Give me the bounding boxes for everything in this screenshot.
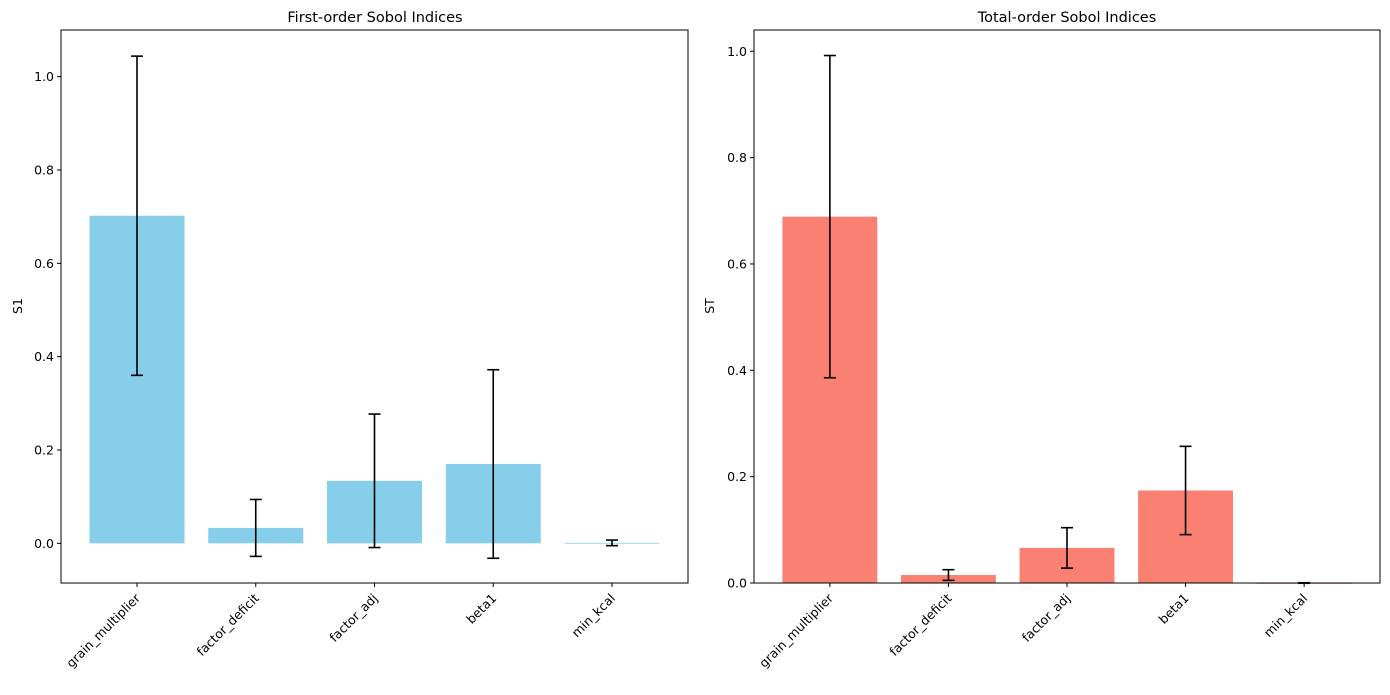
chart-title: First-order Sobol Indices	[287, 10, 462, 26]
y-tick-label: 0.8	[727, 150, 747, 165]
y-tick-label: 0.0	[727, 576, 747, 591]
x-tick-label: grain_multiplier	[63, 590, 144, 671]
x-tick-label: beta1	[1156, 591, 1192, 627]
y-axis-label: ST	[702, 298, 717, 314]
y-tick-label: 0.4	[34, 349, 54, 364]
first-order-chart: First-order Sobol Indices S1 0.00.20.40.…	[10, 10, 689, 671]
y-tick-label: 0.8	[34, 163, 54, 178]
y-tick-label: 0.2	[727, 469, 747, 484]
total-order-chart: Total-order Sobol Indices ST 0.00.20.40.…	[702, 10, 1381, 671]
plot-area: 0.0 0.2 0.4 0.6 0.8 1.0 grain_multiplier factor…	[34, 29, 689, 671]
x-tick-label: beta1	[463, 591, 499, 627]
y-tick-label: 0.2	[34, 443, 54, 458]
x-tick-label: factor_deficit	[886, 590, 954, 658]
y-tick-label: 1.0	[727, 44, 747, 59]
x-tick-label: factor_adj	[1019, 591, 1073, 645]
x-tick-label: grain_multiplier	[756, 590, 837, 671]
chart-title: Total-order Sobol Indices	[977, 10, 1157, 26]
x-tick-label: min_kcal	[1261, 591, 1311, 641]
y-tick-label: 0.6	[727, 256, 747, 271]
x-tick-label: factor_adj	[326, 591, 380, 645]
plot-area: 0.0 0.2 0.4 0.6 0.8 1.0 grain_multiplier factor…	[727, 29, 1381, 671]
y-axis-label: S1	[10, 298, 25, 314]
x-tick-label: min_kcal	[569, 591, 619, 641]
y-tick-label: 0.0	[34, 536, 54, 551]
y-tick-label: 0.6	[34, 256, 54, 271]
y-tick-label: 0.4	[727, 363, 747, 378]
x-tick-label: factor_deficit	[194, 590, 262, 658]
y-tick-label: 1.0	[34, 69, 54, 84]
